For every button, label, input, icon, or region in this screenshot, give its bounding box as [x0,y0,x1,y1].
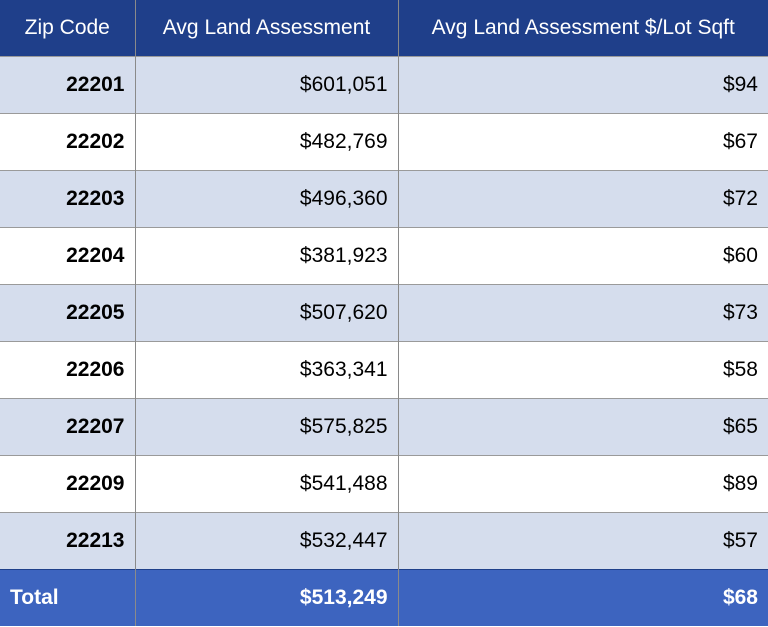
avg-per-sqft-cell: $67 [398,112,768,170]
zip-code-cell: 22205 [0,283,136,341]
table-row: 22202 $482,769 $67 [0,112,768,170]
header-avg-land-assessment-per-sqft: Avg Land Assessment $/Lot Sqft [398,0,768,56]
table-row: 22206 $363,341 $58 [0,340,768,398]
avg-land-assessment-cell: $532,447 [135,511,399,569]
header-avg-land-assessment: Avg Land Assessment [135,0,399,56]
avg-per-sqft-cell: $58 [398,340,768,398]
avg-per-sqft-cell: $89 [398,454,768,512]
table-row: 22209 $541,488 $89 [0,454,768,512]
avg-land-assessment-cell: $363,341 [135,340,399,398]
header-row: Zip Code Avg Land Assessment Avg Land As… [0,0,768,56]
table-row: 22213 $532,447 $57 [0,511,768,569]
zip-code-cell: 22207 [0,397,136,455]
header-zip-code: Zip Code [0,0,136,56]
avg-per-sqft-cell: $73 [398,283,768,341]
avg-per-sqft-cell: $60 [398,226,768,284]
avg-per-sqft-cell: $94 [398,55,768,113]
table-footer: Total $513,249 $68 [0,568,768,626]
table-header: Zip Code Avg Land Assessment Avg Land As… [0,0,768,56]
avg-land-assessment-cell: $575,825 [135,397,399,455]
table-body: 22201 $601,051 $94 22202 $482,769 $67 22203 $49… [0,55,768,569]
avg-land-assessment-cell: $482,769 [135,112,399,170]
avg-land-assessment-cell: $541,488 [135,454,399,512]
zip-code-cell: 22209 [0,454,136,512]
table-row: 22207 $575,825 $65 [0,397,768,455]
zip-code-cell: 22213 [0,511,136,569]
table-row: 22203 $496,360 $72 [0,169,768,227]
zip-code-cell: 22203 [0,169,136,227]
total-row: Total $513,249 $68 [0,568,768,626]
table-row: 22205 $507,620 $73 [0,283,768,341]
avg-land-assessment-cell: $507,620 [135,283,399,341]
total-avg-per-sqft: $68 [398,568,768,626]
avg-per-sqft-cell: $65 [398,397,768,455]
zip-code-cell: 22206 [0,340,136,398]
avg-land-assessment-cell: $601,051 [135,55,399,113]
zip-code-cell: 22204 [0,226,136,284]
table-row: 22201 $601,051 $94 [0,55,768,113]
table-row: 22204 $381,923 $60 [0,226,768,284]
avg-land-assessment-cell: $381,923 [135,226,399,284]
avg-per-sqft-cell: $72 [398,169,768,227]
zip-code-cell: 22201 [0,55,136,113]
total-avg-land-assessment: $513,249 [135,568,399,626]
total-label: Total [0,568,136,626]
avg-land-assessment-cell: $496,360 [135,169,399,227]
zip-code-cell: 22202 [0,112,136,170]
avg-per-sqft-cell: $57 [398,511,768,569]
